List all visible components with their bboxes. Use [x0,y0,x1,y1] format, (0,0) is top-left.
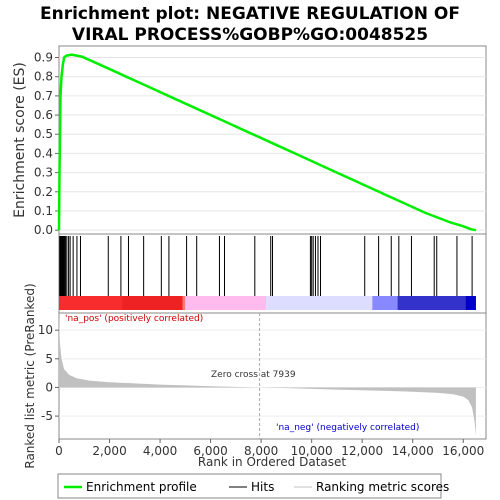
es-tick-label: 0.5 [34,127,53,141]
metric-y-axis-label: Ranked list metric (PreRanked) [23,283,37,468]
color-bar-segment [182,296,186,310]
pos-correlated-label: 'na_pos' (positively correlated) [65,314,203,324]
color-bar-segment [465,296,476,310]
metric-tick-label: 10 [38,323,53,337]
x-tick-label: 4,000 [143,444,177,458]
metric-panel: 10 5 0 -5 0 2,000 4,000 6,000 8,000 10,000 12,000… [23,283,487,469]
color-bar-segment [397,296,476,310]
color-bar-segment [185,296,267,310]
es-y-axis-label: Enrichment score (ES) [12,62,28,218]
es-tick-label: 0.8 [34,70,53,84]
color-bar-segment [372,296,398,310]
es-tick-label: 0.0 [34,223,53,237]
x-tick-label: 12,000 [341,444,383,458]
color-bar-segment [59,296,123,310]
es-tick-label: 0.2 [34,185,53,199]
x-axis-label: Rank in Ordered Dataset [198,455,346,469]
es-tick-label: 0.1 [34,204,53,218]
legend-frame [57,473,442,499]
color-bar-segment [266,296,373,310]
es-y-axis-ticks: 0.0 0.1 0.2 0.3 0.4 0.5 0.6 0.7 0.8 0.9 [34,51,59,237]
neg-correlated-label: 'na_neg' (negatively correlated) [276,423,419,433]
x-tick-label: 16,000 [442,444,484,458]
x-axis-ticks: 0 2,000 4,000 6,000 8,000 10,000 12,000 14,000 1… [55,439,484,458]
es-panel: 0.0 0.1 0.2 0.3 0.4 0.5 0.6 0.7 0.8 0.9 Enrichmen… [12,45,487,237]
x-tick-label: 8,000 [244,444,278,458]
chart-title-line1: Enrichment plot: NEGATIVE REGULATION OF [40,4,460,24]
legend: Enrichment profile Hits Ranking metric s… [57,473,449,499]
metric-plot-frame [58,312,487,440]
es-tick-label: 0.3 [34,166,53,180]
es-grid [59,57,486,231]
chart-title-line2: VIRAL PROCESS%GOBP%GO:0048525 [72,25,428,45]
x-tick-label: 2,000 [92,444,126,458]
rank-color-bar [59,296,476,310]
metric-tick-label: 0 [45,380,53,394]
metric-tick-label: -5 [41,409,53,423]
metric-y-axis-ticks: 10 5 0 -5 [38,323,59,423]
hit-lines [59,236,473,296]
x-tick-label: 10,000 [291,444,333,458]
x-tick-label: 0 [55,444,63,458]
legend-hits-label: Hits [251,480,274,494]
es-tick-label: 0.6 [34,108,53,122]
es-tick-label: 0.9 [34,51,53,65]
es-tick-label: 0.4 [34,146,53,160]
x-tick-label: 14,000 [392,444,434,458]
legend-es-label: Enrichment profile [86,480,197,494]
es-series-line [57,53,477,232]
legend-ranking-label: Ranking metric scores [316,480,449,494]
hits-panel [58,233,487,314]
x-tick-label: 6,000 [193,444,227,458]
es-tick-label: 0.7 [34,89,53,103]
zero-cross-label: Zero cross at 7939 [211,370,296,380]
metric-tick-label: 5 [45,352,53,366]
